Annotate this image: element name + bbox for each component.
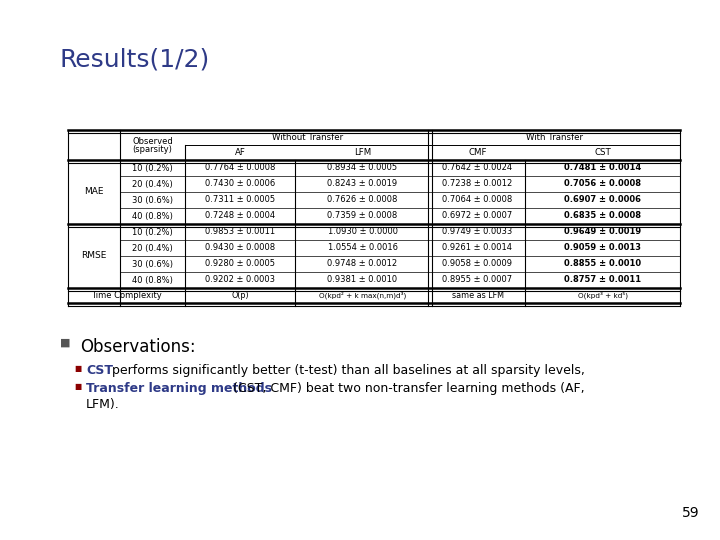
Text: 0.8757 ± 0.0011: 0.8757 ± 0.0011 xyxy=(564,275,641,285)
Text: MAE: MAE xyxy=(84,187,104,197)
Text: 0.8955 ± 0.0007: 0.8955 ± 0.0007 xyxy=(442,275,513,285)
Text: 0.6907 ± 0.0006: 0.6907 ± 0.0006 xyxy=(564,195,641,205)
Text: O(kpd² + k max(n,m)d³): O(kpd² + k max(n,m)d³) xyxy=(319,292,406,299)
Text: 0.9381 ± 0.0010: 0.9381 ± 0.0010 xyxy=(328,275,397,285)
Text: Time Complexity: Time Complexity xyxy=(91,291,162,300)
Text: 40 (0.8%): 40 (0.8%) xyxy=(132,275,173,285)
Text: LFM: LFM xyxy=(354,148,371,157)
Text: 59: 59 xyxy=(683,506,700,520)
Text: 0.9202 ± 0.0003: 0.9202 ± 0.0003 xyxy=(205,275,275,285)
Text: Without Transfer: Without Transfer xyxy=(272,133,343,142)
Text: 0.7430 ± 0.0006: 0.7430 ± 0.0006 xyxy=(205,179,275,188)
Text: 0.9853 ± 0.0011: 0.9853 ± 0.0011 xyxy=(205,227,275,237)
Text: O(kpd³ + kd⁵): O(kpd³ + kd⁵) xyxy=(577,292,628,299)
Text: Observed: Observed xyxy=(132,138,173,146)
Text: 1.0554 ± 0.0016: 1.0554 ± 0.0016 xyxy=(328,244,397,253)
Text: 0.9280 ± 0.0005: 0.9280 ± 0.0005 xyxy=(205,260,275,268)
Text: 0.9261 ± 0.0014: 0.9261 ± 0.0014 xyxy=(443,244,513,253)
Text: CMF: CMF xyxy=(468,148,487,157)
Text: 0.7764 ± 0.0008: 0.7764 ± 0.0008 xyxy=(204,164,275,172)
Text: 0.9059 ± 0.0013: 0.9059 ± 0.0013 xyxy=(564,244,641,253)
Text: 0.7238 ± 0.0012: 0.7238 ± 0.0012 xyxy=(442,179,513,188)
Text: 20 (0.4%): 20 (0.4%) xyxy=(132,179,173,188)
Text: Results(1/2): Results(1/2) xyxy=(60,48,210,72)
Text: ■: ■ xyxy=(74,382,81,391)
Text: same as LFM: same as LFM xyxy=(451,291,503,300)
Text: 0.7248 ± 0.0004: 0.7248 ± 0.0004 xyxy=(205,212,275,220)
Text: 0.8243 ± 0.0019: 0.8243 ± 0.0019 xyxy=(328,179,397,188)
Text: Transfer learning methods: Transfer learning methods xyxy=(86,382,272,395)
Text: AF: AF xyxy=(235,148,246,157)
Text: 0.6972 ± 0.0007: 0.6972 ± 0.0007 xyxy=(442,212,513,220)
Text: 30 (0.6%): 30 (0.6%) xyxy=(132,195,173,205)
Text: 20 (0.4%): 20 (0.4%) xyxy=(132,244,173,253)
Text: performs significantly better (t-test) than all baselines at all sparsity levels: performs significantly better (t-test) t… xyxy=(108,364,585,377)
Text: 1.0930 ± 0.0000: 1.0930 ± 0.0000 xyxy=(328,227,397,237)
Text: 0.8934 ± 0.0005: 0.8934 ± 0.0005 xyxy=(328,164,397,172)
Text: With Transfer: With Transfer xyxy=(526,133,583,142)
Text: 0.7359 ± 0.0008: 0.7359 ± 0.0008 xyxy=(328,212,397,220)
Text: CST: CST xyxy=(594,148,611,157)
Text: Observations:: Observations: xyxy=(80,338,196,356)
Text: 30 (0.6%): 30 (0.6%) xyxy=(132,260,173,268)
Text: 0.7642 ± 0.0024: 0.7642 ± 0.0024 xyxy=(442,164,513,172)
Text: 0.9749 ± 0.0033: 0.9749 ± 0.0033 xyxy=(442,227,513,237)
Text: 10 (0.2%): 10 (0.2%) xyxy=(132,164,173,172)
Text: ■: ■ xyxy=(60,338,71,348)
Text: 10 (0.2%): 10 (0.2%) xyxy=(132,227,173,237)
Text: 0.7311 ± 0.0005: 0.7311 ± 0.0005 xyxy=(205,195,275,205)
Text: 0.8855 ± 0.0010: 0.8855 ± 0.0010 xyxy=(564,260,641,268)
Text: 0.7064 ± 0.0008: 0.7064 ± 0.0008 xyxy=(442,195,513,205)
Text: RMSE: RMSE xyxy=(81,252,107,260)
Text: (CST, CMF) beat two non-transfer learning methods (AF,: (CST, CMF) beat two non-transfer learnin… xyxy=(229,382,585,395)
Text: 0.9430 ± 0.0008: 0.9430 ± 0.0008 xyxy=(205,244,275,253)
Text: CST: CST xyxy=(86,364,113,377)
Text: O(p): O(p) xyxy=(231,291,249,300)
Text: 0.9748 ± 0.0012: 0.9748 ± 0.0012 xyxy=(328,260,397,268)
Text: 0.7056 ± 0.0008: 0.7056 ± 0.0008 xyxy=(564,179,641,188)
Text: 0.9649 ± 0.0019: 0.9649 ± 0.0019 xyxy=(564,227,641,237)
Text: (sparsity): (sparsity) xyxy=(132,145,172,153)
Text: 0.6835 ± 0.0008: 0.6835 ± 0.0008 xyxy=(564,212,641,220)
Text: ■: ■ xyxy=(74,364,81,373)
Text: 0.9058 ± 0.0009: 0.9058 ± 0.0009 xyxy=(443,260,513,268)
Text: 0.7626 ± 0.0008: 0.7626 ± 0.0008 xyxy=(328,195,397,205)
Text: LFM).: LFM). xyxy=(86,398,120,411)
Text: 0.7481 ± 0.0014: 0.7481 ± 0.0014 xyxy=(564,164,641,172)
Text: 40 (0.8%): 40 (0.8%) xyxy=(132,212,173,220)
